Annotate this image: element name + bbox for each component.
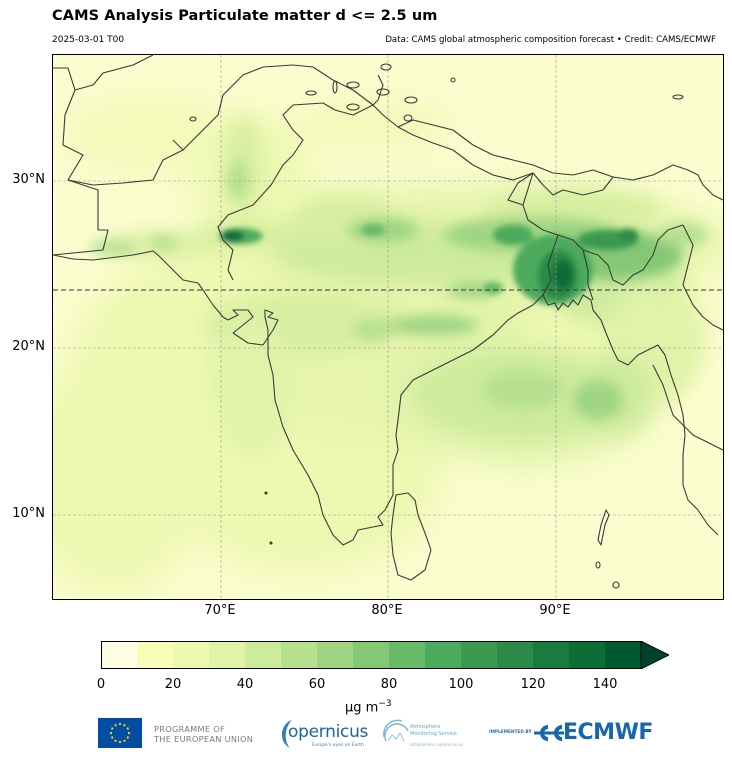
eu-text-line-1: PROGRAMME OF xyxy=(154,724,226,734)
eu-flag-icon xyxy=(98,718,142,748)
chart-title: CAMS Analysis Particulate matter d <= 2.… xyxy=(52,8,438,24)
colorbar-tick-label: 20 xyxy=(164,677,182,692)
colorbar-segment xyxy=(245,641,282,669)
cams-logo-text: Atmosphere Monitoring Service xyxy=(410,724,457,737)
eu-programme-text: PROGRAMME OF THE EUROPEAN UNION xyxy=(154,724,253,744)
colorbar-segments xyxy=(101,641,642,669)
unit-base: μg m xyxy=(345,700,379,716)
colorbar-extend-arrow xyxy=(640,641,669,669)
colorbar-segment xyxy=(281,641,318,669)
colorbar-tick-label: 60 xyxy=(308,677,326,692)
map-panel[interactable] xyxy=(52,54,724,600)
unit-exponent: −3 xyxy=(378,699,392,709)
cams-text-line-1: Atmosphere xyxy=(410,724,441,730)
implemented-by-text: IMPLEMENTED BY xyxy=(489,730,532,735)
colorbar-segment xyxy=(605,641,642,669)
colorbar xyxy=(101,641,669,669)
ecmwf-logo-text: ECMWF xyxy=(563,720,653,745)
copernicus-swoosh-icon xyxy=(281,720,292,748)
colorbar-segment xyxy=(569,641,606,669)
colorbar-segment xyxy=(317,641,354,669)
lat-label-20n: 20°N xyxy=(12,339,45,354)
colorbar-tick-label: 100 xyxy=(448,677,474,692)
colorbar-segment xyxy=(425,641,462,669)
eu-text-line-2: THE EUROPEAN UNION xyxy=(154,734,254,744)
lat-label-10n: 10°N xyxy=(12,506,45,521)
copernicus-tagline: Europe's eyes on Earth xyxy=(312,743,364,748)
colorbar-segment xyxy=(209,641,246,669)
country-outlines xyxy=(53,55,723,589)
colorbar-segment xyxy=(101,641,138,669)
colorbar-outline xyxy=(101,641,642,669)
lon-label-70e: 70°E xyxy=(204,603,236,618)
ecmwf-emblem-icon xyxy=(534,725,564,741)
colorbar-tick-label: 120 xyxy=(520,677,546,692)
colorbar-segment xyxy=(137,641,174,669)
lat-label-30n: 30°N xyxy=(12,172,45,187)
cams-url: atmosphere.copernicus.eu xyxy=(410,742,464,747)
cams-globe-icon xyxy=(383,719,409,742)
colorbar-unit-label: μg m−3 xyxy=(345,699,392,715)
colorbar-tick-label: 80 xyxy=(380,677,398,692)
colorbar-tick-label: 40 xyxy=(236,677,254,692)
lon-label-80e: 80°E xyxy=(371,603,403,618)
graticule xyxy=(53,55,723,599)
colorbar-tick-label: 140 xyxy=(592,677,618,692)
analysis-date: 2025-03-01 T00 xyxy=(52,35,125,45)
data-credit: Data: CAMS global atmospheric compositio… xyxy=(385,35,716,45)
pm25-map xyxy=(53,55,723,599)
lon-label-90e: 90°E xyxy=(539,603,571,618)
logo-strip: PROGRAMME OF THE EUROPEAN UNION opernicu… xyxy=(0,712,732,757)
cams-text-line-2: Monitoring Service xyxy=(410,730,457,737)
peak-concentration-layer xyxy=(219,224,638,305)
colorbar-segment xyxy=(173,641,210,669)
colorbar-segment xyxy=(533,641,570,669)
colorbar-segment xyxy=(389,641,426,669)
colorbar-segment xyxy=(353,641,390,669)
colorbar-segment xyxy=(461,641,498,669)
colorbar-tick-label: 0 xyxy=(96,677,106,692)
copernicus-logo-text: opernicus xyxy=(288,722,369,742)
colorbar-segment xyxy=(497,641,534,669)
